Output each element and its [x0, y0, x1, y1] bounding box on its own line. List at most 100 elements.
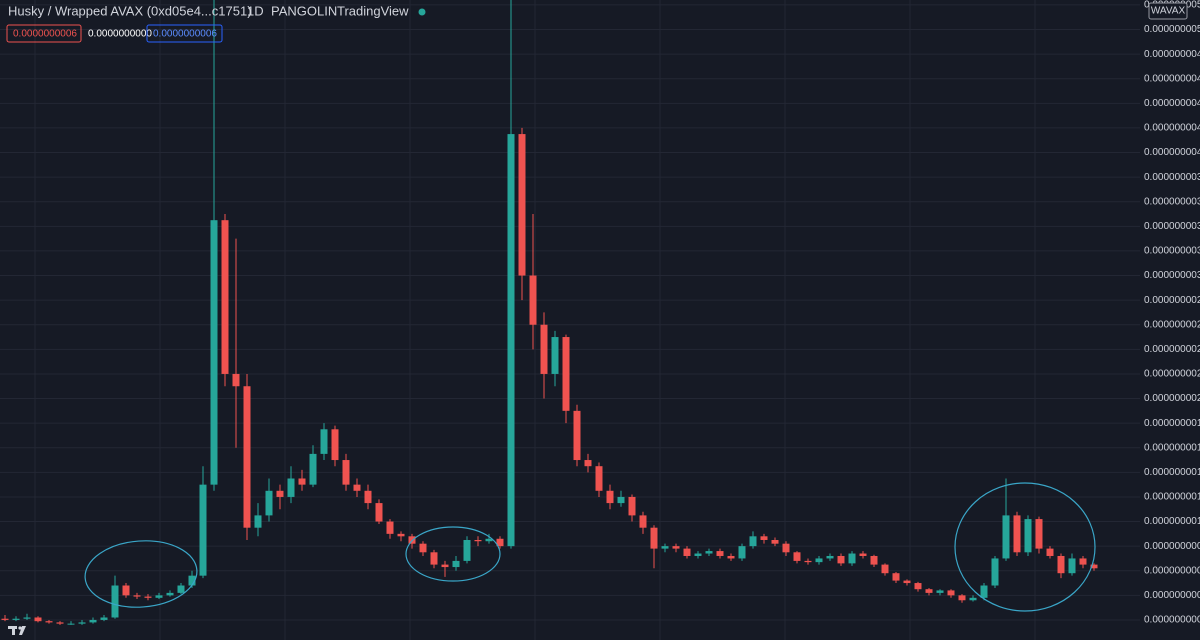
candle-body	[100, 617, 108, 620]
tv-logo	[8, 626, 26, 635]
candle-body	[903, 580, 911, 584]
candle-body	[265, 490, 273, 516]
y-tick-label: 0.0000000028	[1144, 295, 1200, 306]
candle-body	[375, 503, 383, 522]
y-tick-label: 0.0000000042	[1144, 123, 1200, 134]
candle-body	[980, 585, 988, 598]
candle-body	[276, 490, 284, 497]
y-tick-label: 0.0000000008	[1144, 541, 1200, 552]
y-tick-label: 0.0000000004	[1144, 590, 1200, 601]
candle-body	[584, 460, 592, 467]
circle-annotation	[405, 526, 501, 582]
candle-body	[892, 573, 900, 581]
candle-body	[452, 560, 460, 568]
y-tick-label: 0.0000000032	[1144, 246, 1200, 257]
candle-body	[210, 220, 218, 485]
y-tick-label: 0.0000000018	[1144, 418, 1200, 429]
candle-body	[34, 617, 42, 622]
candle-body	[947, 590, 955, 596]
y-tick-label: 0.0000000026	[1144, 319, 1200, 330]
candle-body	[199, 484, 207, 576]
candle-body	[243, 386, 251, 528]
candle-body	[144, 596, 152, 598]
candle-body	[881, 564, 889, 574]
candle-body	[386, 521, 394, 534]
y-tick-label: 0.0000000038	[1144, 172, 1200, 183]
y-tick-label: 0.0000000024	[1144, 344, 1200, 355]
candle-body	[562, 337, 570, 411]
candle-body	[914, 583, 922, 590]
candle-body	[397, 533, 405, 537]
candle-body	[815, 558, 823, 563]
candle-body	[1013, 515, 1021, 553]
y-tick-label: 0.0000000036	[1144, 196, 1200, 207]
candle-body	[463, 539, 471, 561]
candles	[1, 0, 1098, 625]
candle-body	[837, 555, 845, 564]
candle-body	[991, 558, 999, 586]
candle-body	[694, 553, 702, 556]
candle-body	[826, 555, 834, 559]
candle-body	[353, 484, 361, 491]
source: TradingView	[337, 3, 409, 18]
candle-body	[12, 618, 20, 620]
chart-title: Husky / Wrapped AVAX (0xd05e4...c1751)	[8, 3, 252, 18]
candle-body	[848, 553, 856, 564]
y-tick-label: 0.0000000014	[1144, 467, 1200, 478]
currency: WAVAX	[1151, 6, 1186, 17]
candle-body	[529, 275, 537, 325]
candle-body	[419, 543, 427, 553]
candle-body	[760, 536, 768, 540]
y-tick-label: 0.0000000046	[1144, 73, 1200, 84]
candle-body	[254, 515, 262, 528]
candle-body	[870, 555, 878, 565]
candle-body	[1057, 555, 1065, 574]
candle-body	[1046, 548, 1054, 556]
candle-body	[749, 536, 757, 547]
candle-body	[683, 548, 691, 556]
candle-body	[936, 590, 944, 593]
candle-body	[188, 575, 196, 586]
y-tick-label: 0.0000000034	[1144, 221, 1200, 232]
y-tick-label: 0.0000000002	[1144, 615, 1200, 626]
candle-body	[1068, 558, 1076, 574]
candle-body	[551, 337, 559, 374]
currency-badge	[1148, 2, 1188, 20]
candle-body	[45, 621, 53, 623]
candle-body	[617, 496, 625, 504]
exchange: PANGOLIN	[271, 3, 337, 18]
candle-body	[969, 597, 977, 601]
candle-body	[89, 619, 97, 623]
indicator-value: 0.0000000006	[13, 29, 77, 40]
candle-body	[166, 592, 174, 596]
candle-body	[133, 595, 141, 597]
candle-body	[331, 429, 339, 461]
y-axis: 0.0000000002 0.0000000004 0.0000000006 0.00…	[1140, 0, 1200, 640]
candle-body	[804, 560, 812, 563]
candle-body	[859, 553, 867, 556]
candle-body	[111, 585, 119, 618]
candle-body	[661, 546, 669, 549]
price-axis-bg	[1140, 0, 1200, 640]
candle-body	[485, 538, 493, 542]
candle-body	[672, 546, 680, 549]
candle-body	[958, 595, 966, 601]
legend-box	[6, 24, 82, 43]
candle-body	[771, 539, 779, 544]
candle-body	[474, 539, 482, 542]
candle-body	[67, 623, 75, 625]
circle-annotation	[954, 482, 1096, 612]
candle-body	[1, 618, 9, 620]
y-tick-label: 0.0000000044	[1144, 98, 1200, 109]
candle-body	[1090, 564, 1098, 569]
grid	[0, 0, 1140, 640]
candle-body	[309, 453, 317, 485]
candle-body	[639, 515, 647, 528]
candle-body	[606, 490, 614, 504]
candle-body	[1035, 519, 1043, 549]
candle-body	[507, 134, 515, 547]
annotations	[84, 482, 1096, 612]
y-tick-label: 0.0000000006	[1144, 565, 1200, 576]
candle-body	[1024, 519, 1032, 553]
